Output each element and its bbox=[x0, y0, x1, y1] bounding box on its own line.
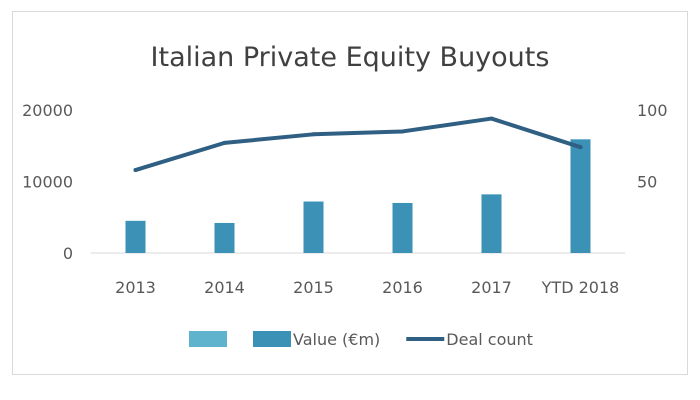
x-tick-label: YTD 2018 bbox=[541, 278, 620, 297]
legend: Value (€m) Deal count bbox=[189, 330, 533, 349]
y-right-tick-label: 50 bbox=[637, 173, 657, 192]
legend-swatch bbox=[253, 331, 291, 347]
x-tick-label: 2015 bbox=[293, 278, 334, 297]
bar-series bbox=[125, 139, 591, 253]
y-left-tick-label: 0 bbox=[63, 244, 73, 263]
y-left-tick-label: 10000 bbox=[22, 173, 73, 192]
deal-count-point bbox=[489, 116, 494, 121]
legend-swatch bbox=[189, 331, 227, 347]
x-axis: 2013 2014 2015 2016 2017 YTD 2018 bbox=[115, 278, 619, 297]
bar-2016 bbox=[392, 202, 413, 253]
line-series bbox=[133, 116, 583, 173]
x-tick-label: 2014 bbox=[204, 278, 245, 297]
y-right-axis: 50 100 bbox=[637, 101, 668, 192]
bar-2015 bbox=[303, 201, 324, 253]
deal-count-point bbox=[400, 129, 405, 134]
deal-count-line bbox=[133, 116, 583, 173]
x-tick-label: 2013 bbox=[115, 278, 156, 297]
legend-label: Value (€m) bbox=[293, 330, 380, 349]
y-left-axis: 0 10000 20000 bbox=[22, 101, 73, 263]
y-right-tick-label: 100 bbox=[637, 101, 668, 120]
legend-label: Deal count bbox=[446, 330, 533, 349]
bar-ytd-2018 bbox=[570, 139, 591, 253]
chart-svg: Italian Private Equity Buyouts 0 10000 200… bbox=[22, 42, 668, 349]
y-left-tick-label: 20000 bbox=[22, 101, 73, 120]
x-tick-label: 2016 bbox=[382, 278, 423, 297]
chart-frame: Italian Private Equity Buyouts 0 10000 200… bbox=[12, 11, 688, 375]
chart-title: Italian Private Equity Buyouts bbox=[151, 42, 550, 73]
deal-count-point bbox=[222, 140, 227, 145]
deal-count-point bbox=[133, 168, 138, 173]
deal-count-point bbox=[311, 132, 316, 137]
bar-2017 bbox=[481, 194, 502, 253]
x-tick-label: 2017 bbox=[471, 278, 512, 297]
deal-count-point bbox=[578, 145, 583, 150]
bar-2014 bbox=[214, 222, 235, 253]
bar-2013 bbox=[125, 220, 146, 253]
